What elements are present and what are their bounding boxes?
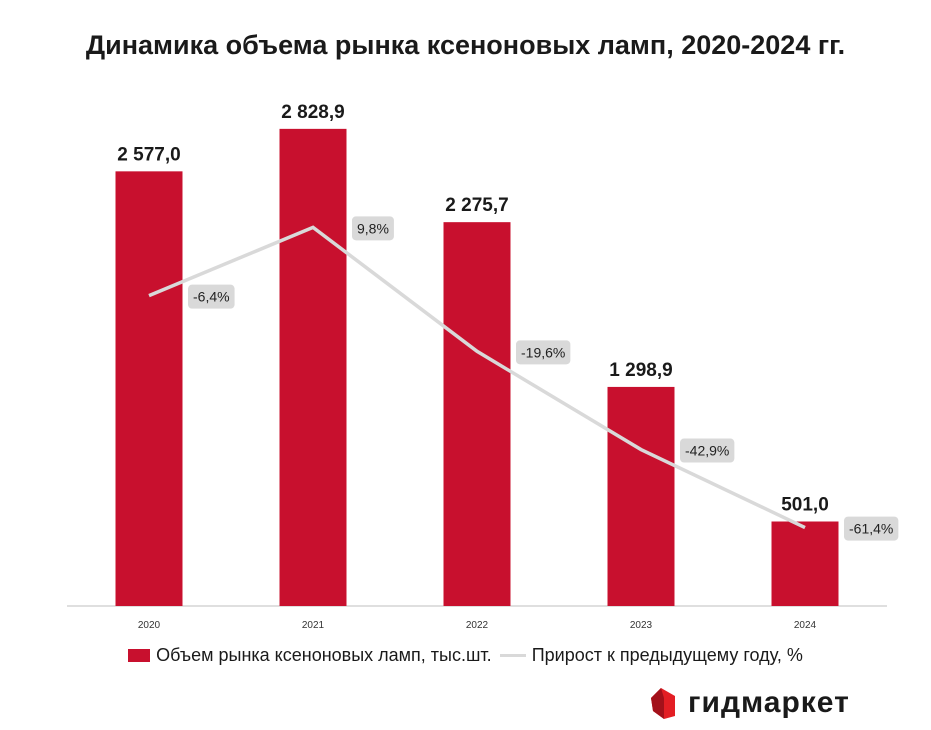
growth-label-text-2022: -19,6% xyxy=(521,344,565,360)
legend: Объем рынка ксеноновых ламп, тыс.шт. При… xyxy=(0,645,931,666)
growth-label-bg-2021 xyxy=(352,216,394,241)
brand-logo-icon xyxy=(651,688,675,719)
x-tick-label-2023: 2023 xyxy=(630,620,653,631)
legend-label-line: Прирост к предыдущему году, % xyxy=(531,645,803,665)
growth-label-text-2023: -42,9% xyxy=(685,443,729,459)
x-tick-label-2022: 2022 xyxy=(466,620,489,631)
growth-label-text-2021: 9,8% xyxy=(357,220,389,236)
growth-label-bg-2024 xyxy=(844,516,899,541)
growth-label-bg-2023 xyxy=(680,438,735,463)
growth-label-2024: -61,4% xyxy=(844,516,899,541)
legend-item-line: Прирост к предыдущему году, % xyxy=(499,645,803,666)
growth-label-2022: -19,6% xyxy=(516,340,571,365)
bar-value-label-2022: 2 275,7 xyxy=(445,195,508,216)
legend-swatch-line xyxy=(499,654,526,657)
bar-2020 xyxy=(115,171,183,606)
chart-plot: 2 577,0 2020 2 828,9 2021 2 275,7 2022 1 298,9… xyxy=(67,102,899,631)
x-tick-label-2021: 2021 xyxy=(302,620,325,631)
bar-2023 xyxy=(607,386,675,606)
growth-label-2021: 9,8% xyxy=(352,216,394,241)
bar-value-label-2021: 2 828,9 xyxy=(281,102,344,123)
legend-item-bars: Объем рынка ксеноновых ламп, тыс.шт. xyxy=(128,645,492,666)
growth-label-bg-2020 xyxy=(188,284,235,309)
legend-label-bars: Объем рынка ксеноновых ламп, тыс.шт. xyxy=(156,645,492,665)
legend-swatch-bars xyxy=(128,649,151,662)
bar-2021 xyxy=(279,128,347,606)
growth-label-text-2020: -6,4% xyxy=(193,289,230,305)
bar-2022 xyxy=(443,222,511,606)
bar-value-label-2020: 2 577,0 xyxy=(117,144,180,165)
brand-logo-text: гидмаркет xyxy=(688,686,850,719)
bar-2024 xyxy=(771,521,839,606)
growth-label-2020: -6,4% xyxy=(188,284,235,309)
bar-value-label-2023: 1 298,9 xyxy=(609,360,672,381)
brand-logo: гидмаркет xyxy=(648,686,850,720)
growth-label-text-2024: -61,4% xyxy=(849,521,893,537)
chart-title: Динамика объема рынка ксеноновых ламп, 2… xyxy=(85,30,846,60)
bar-value-label-2024: 501,0 xyxy=(781,494,829,515)
growth-label-bg-2022 xyxy=(516,340,571,365)
x-tick-label-2024: 2024 xyxy=(794,620,817,631)
x-tick-label-2020: 2020 xyxy=(138,620,161,631)
growth-label-2023: -42,9% xyxy=(680,438,735,463)
